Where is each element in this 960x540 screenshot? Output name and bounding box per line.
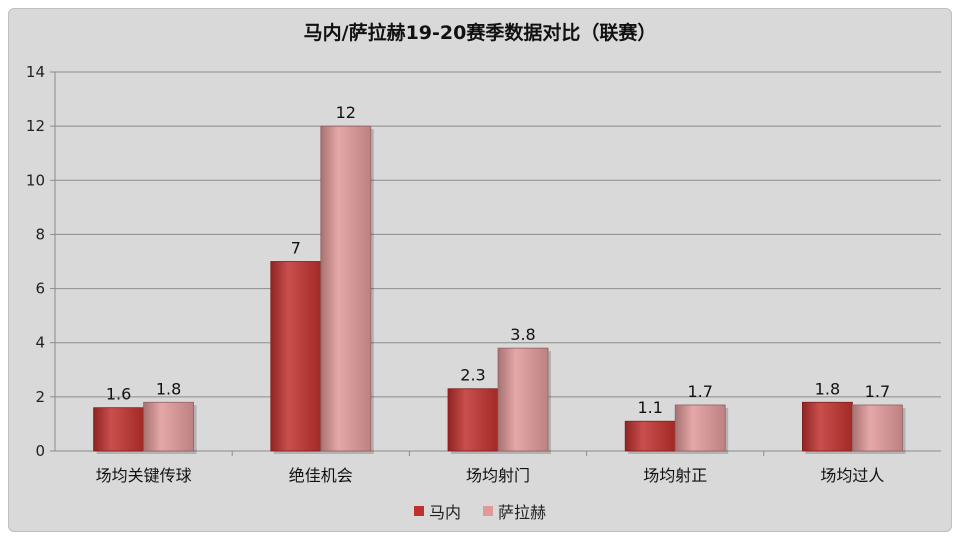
bar-s0-c1: [270, 261, 322, 452]
data-label-s1-c1: 12: [336, 103, 356, 122]
y-tick-label-3: 6: [35, 280, 45, 298]
legend: 马内 萨拉赫: [0, 499, 960, 523]
bar-s1-c0: [143, 401, 195, 452]
data-label-s1-c3: 1.7: [687, 382, 712, 401]
y-tick-label-2: 4: [35, 334, 45, 352]
category-label-4: 场均过人: [820, 466, 884, 485]
data-label-s1-c2: 3.8: [510, 325, 535, 344]
legend-label-series-0: 马内: [428, 503, 461, 522]
bar-s1-c1: [320, 125, 372, 452]
y-tick-label-4: 8: [35, 225, 45, 243]
data-label-s0-c0: 1.6: [106, 385, 131, 404]
y-tick-label-0: 0: [35, 442, 45, 460]
data-label-s1-c4: 1.7: [865, 382, 890, 401]
legend-swatch-series-0: [413, 506, 424, 516]
bar-s0-c2: [447, 388, 499, 452]
bar-s0-c0: [93, 407, 144, 452]
bar-s1-c3: [674, 404, 726, 452]
y-tick-label-6: 12: [26, 117, 45, 135]
legend-item-series-1: 萨拉赫: [483, 499, 546, 523]
bar-s0-c4: [802, 401, 853, 452]
data-label-s0-c4: 1.8: [815, 379, 840, 398]
data-label-s0-c1: 7: [291, 239, 301, 258]
bar-s1-c2: [497, 347, 549, 452]
y-tick-label-7: 14: [26, 63, 45, 81]
bar-s0-c3: [624, 420, 676, 452]
category-label-3: 场均射正: [643, 466, 707, 485]
legend-item-series-0: 马内: [413, 499, 461, 523]
y-tick-label-1: 2: [35, 388, 45, 406]
data-label-s1-c0: 1.8: [156, 379, 181, 398]
legend-label-series-1: 萨拉赫: [498, 503, 547, 522]
y-tick-label-5: 10: [26, 171, 45, 189]
category-label-1: 绝佳机会: [289, 466, 353, 485]
category-label-2: 场均射门: [466, 466, 530, 485]
legend-swatch-series-1: [483, 506, 493, 516]
bar-s1-c4: [852, 404, 903, 452]
data-label-s0-c3: 1.1: [637, 398, 662, 417]
data-label-s0-c2: 2.3: [460, 366, 485, 385]
category-label-0: 场均关键传球: [96, 466, 192, 485]
chart-title: 马内/萨拉赫19-20赛季数据对比（联赛）: [303, 22, 657, 44]
